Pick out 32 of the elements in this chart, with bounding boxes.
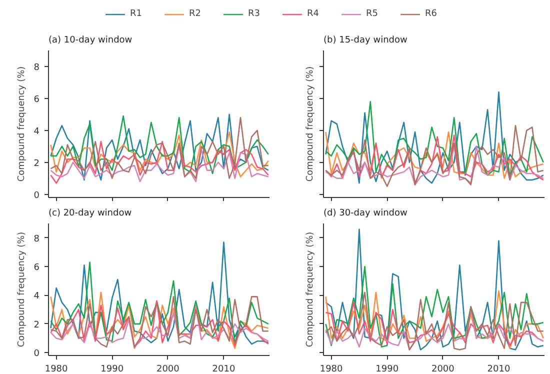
x-tick-label: 2010 (212, 364, 236, 374)
y-tick-label: 2 (34, 320, 40, 330)
legend-label: R3 (248, 9, 261, 19)
y-tick-label: 6 (34, 94, 40, 105)
chart-title: (c) 20-day window (48, 208, 132, 218)
y-tick-label: 8 (34, 62, 40, 73)
legend-label: R4 (307, 9, 320, 19)
y-axis-title: Compound frequency (%) (306, 66, 316, 182)
chart-title: (d) 30-day window (324, 208, 408, 218)
y-tick-label: 4 (34, 126, 40, 137)
y-axis-title: Compound frequency (%) (306, 232, 316, 348)
legend-label: R2 (189, 9, 202, 19)
x-tick-label: 2000 (156, 364, 180, 374)
legend-label: R5 (366, 9, 379, 19)
x-tick-label: 1980 (44, 364, 68, 374)
y-tick-label: 0 (34, 349, 40, 360)
x-tick-label: 1980 (320, 364, 344, 374)
y-tick-label: 8 (34, 234, 40, 244)
y-tick-label: 4 (34, 292, 40, 302)
y-axis-title: Compound frequency (%) (16, 66, 27, 182)
y-tick-label: 2 (34, 158, 40, 169)
x-tick-label: 1990 (376, 364, 399, 374)
x-tick-label: 1990 (100, 364, 124, 374)
legend-label: R1 (130, 9, 143, 19)
chart-title: (a) 10-day window (48, 36, 132, 46)
x-tick-label: 2010 (487, 364, 510, 374)
y-tick-label: 6 (34, 263, 40, 274)
y-axis-title: Compound frequency (%) (16, 232, 27, 348)
x-tick-label: 2000 (431, 364, 455, 374)
legend-label: R6 (425, 9, 438, 19)
chart-title: (b) 15-day window (324, 36, 408, 46)
y-tick-label: 0 (34, 190, 40, 201)
